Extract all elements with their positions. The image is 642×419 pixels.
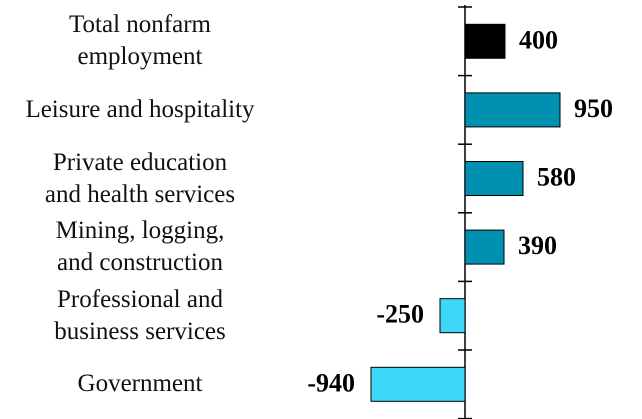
category-label: Mining, logging, and construction	[55, 217, 225, 277]
bar	[464, 23, 506, 59]
value-label: 390	[518, 231, 557, 260]
bar	[464, 229, 505, 265]
category-label: Total nonfarm employment	[69, 11, 211, 71]
category-label: Government	[77, 370, 203, 398]
bar	[464, 161, 524, 196]
category-label: Professional and business services	[54, 285, 226, 345]
value-label: -250	[376, 300, 424, 329]
category-label: Leisure and hospitality	[25, 95, 255, 123]
value-label: 400	[519, 25, 558, 54]
bar	[439, 298, 466, 334]
value-label: 580	[537, 162, 576, 191]
value-label: 950	[574, 94, 613, 123]
bar	[370, 366, 466, 402]
bar	[464, 92, 561, 128]
category-label: Private education and health services	[44, 148, 236, 208]
value-label: -940	[307, 368, 355, 397]
